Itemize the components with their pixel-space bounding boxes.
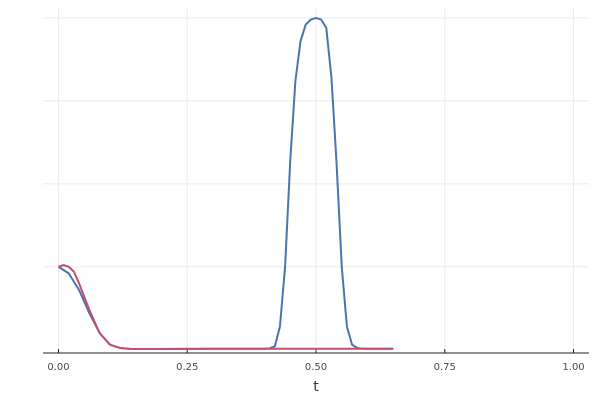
- series-lines: [57, 16, 394, 351]
- x-tick-label: 0.00: [47, 362, 69, 373]
- x-tick-label: 0.75: [434, 362, 456, 373]
- x-tick-label: 0.25: [176, 362, 198, 373]
- x-tick-label: 0.50: [305, 362, 327, 373]
- grid: [43, 8, 589, 353]
- x-tick-label: 1.00: [562, 362, 584, 373]
- x-axis-title: t: [313, 379, 319, 395]
- series-line-2: [58, 264, 394, 351]
